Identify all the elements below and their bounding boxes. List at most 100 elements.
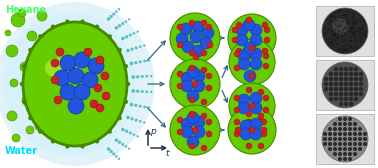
Circle shape [362,25,363,27]
Circle shape [347,25,349,27]
Circle shape [324,77,328,81]
Circle shape [136,75,139,78]
Circle shape [136,135,139,138]
Circle shape [328,147,332,151]
Circle shape [338,152,342,156]
Circle shape [345,48,346,50]
Circle shape [355,24,356,26]
Circle shape [334,67,338,71]
Circle shape [344,27,346,29]
Circle shape [51,76,59,84]
Circle shape [350,36,352,38]
Circle shape [353,41,355,42]
Circle shape [341,20,343,22]
Circle shape [201,113,207,119]
Circle shape [349,67,353,71]
Circle shape [346,21,348,23]
Circle shape [143,106,146,108]
Circle shape [348,40,350,41]
Circle shape [326,31,328,32]
Circle shape [332,43,333,44]
Circle shape [11,13,25,27]
Circle shape [344,15,345,17]
Circle shape [337,43,339,45]
Circle shape [139,104,142,108]
Circle shape [328,21,330,23]
Circle shape [363,142,367,146]
Ellipse shape [23,22,127,146]
Circle shape [335,13,336,14]
Circle shape [331,42,333,43]
Circle shape [115,10,118,13]
Circle shape [250,118,262,130]
Circle shape [338,142,342,146]
Circle shape [60,55,76,71]
Circle shape [329,82,333,86]
Circle shape [343,157,347,161]
Circle shape [353,147,357,151]
Circle shape [192,45,204,57]
Circle shape [323,33,324,35]
Circle shape [338,42,340,44]
Circle shape [332,44,333,46]
Circle shape [118,141,121,144]
Circle shape [228,106,276,154]
Circle shape [139,60,142,64]
Circle shape [264,37,270,43]
Circle shape [353,142,357,146]
Circle shape [189,50,195,56]
Circle shape [246,17,252,23]
Circle shape [349,46,350,48]
Circle shape [324,87,328,91]
Circle shape [359,19,361,21]
Circle shape [354,92,358,96]
Circle shape [338,35,339,36]
Circle shape [344,46,345,48]
Circle shape [355,20,356,22]
Circle shape [353,122,357,126]
Circle shape [177,83,183,89]
Circle shape [118,8,120,10]
Circle shape [28,48,33,52]
Circle shape [65,19,70,24]
Circle shape [35,121,45,131]
Circle shape [363,28,364,30]
Circle shape [22,100,26,104]
Circle shape [359,28,361,30]
Circle shape [359,77,363,81]
Circle shape [352,32,353,34]
Circle shape [354,36,356,38]
Circle shape [331,20,332,22]
Circle shape [348,147,352,151]
Circle shape [234,51,240,57]
Circle shape [345,45,347,47]
Circle shape [232,37,238,43]
Circle shape [344,77,348,81]
Circle shape [357,30,358,32]
Circle shape [363,20,364,22]
Circle shape [189,97,195,103]
Circle shape [148,59,150,61]
Circle shape [330,26,331,27]
Circle shape [344,34,345,35]
Circle shape [358,142,362,146]
Circle shape [234,119,240,125]
Circle shape [348,22,349,23]
Circle shape [352,28,354,30]
Circle shape [129,34,132,37]
Circle shape [355,31,356,33]
Circle shape [336,34,338,35]
Circle shape [330,18,332,19]
Circle shape [323,142,327,146]
Circle shape [125,145,127,148]
Circle shape [332,16,333,17]
Circle shape [250,102,262,114]
Circle shape [324,34,326,35]
Bar [316,114,374,164]
Circle shape [124,100,128,104]
Circle shape [349,45,351,47]
Circle shape [206,119,212,125]
Circle shape [135,119,138,122]
Circle shape [12,134,20,142]
Circle shape [146,90,148,93]
